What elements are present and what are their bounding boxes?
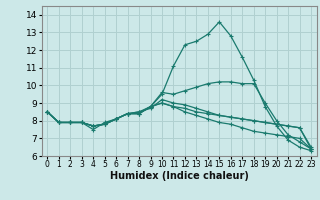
X-axis label: Humidex (Indice chaleur): Humidex (Indice chaleur): [110, 171, 249, 181]
